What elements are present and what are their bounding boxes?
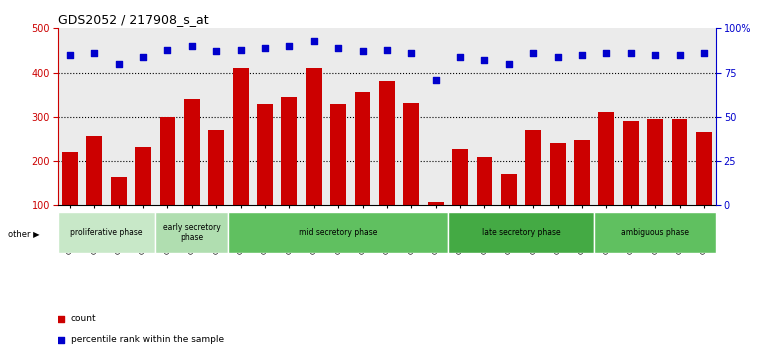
Point bbox=[601, 50, 613, 56]
Point bbox=[576, 52, 588, 58]
Point bbox=[673, 52, 685, 58]
Bar bbox=[282, 97, 297, 250]
Bar bbox=[257, 104, 273, 250]
Text: late secretory phase: late secretory phase bbox=[482, 228, 561, 237]
Point bbox=[332, 45, 344, 51]
Bar bbox=[233, 68, 249, 250]
Bar bbox=[184, 99, 199, 250]
Bar bbox=[501, 175, 517, 250]
Bar bbox=[648, 119, 663, 250]
Bar bbox=[550, 143, 565, 250]
Bar bbox=[62, 152, 78, 250]
Bar bbox=[330, 104, 346, 250]
Text: ambiguous phase: ambiguous phase bbox=[621, 228, 689, 237]
Bar bbox=[86, 136, 102, 250]
Bar bbox=[229, 212, 448, 253]
Bar bbox=[525, 130, 541, 250]
Point bbox=[454, 54, 466, 59]
Text: GDS2052 / 217908_s_at: GDS2052 / 217908_s_at bbox=[58, 13, 209, 26]
Bar bbox=[696, 132, 711, 250]
Point bbox=[283, 43, 296, 49]
Point bbox=[430, 77, 442, 82]
Point bbox=[234, 47, 246, 52]
Point bbox=[112, 61, 125, 67]
Point bbox=[307, 38, 320, 44]
Bar bbox=[428, 202, 444, 250]
Point bbox=[410, 37, 423, 42]
Bar bbox=[159, 117, 176, 250]
Bar bbox=[209, 130, 224, 250]
Point bbox=[186, 43, 198, 49]
Bar bbox=[156, 212, 229, 253]
Point bbox=[357, 48, 369, 54]
Point bbox=[380, 47, 393, 52]
Point bbox=[527, 50, 539, 56]
Bar bbox=[574, 140, 590, 250]
Bar bbox=[477, 156, 492, 250]
Bar bbox=[379, 81, 395, 250]
Text: count: count bbox=[71, 314, 96, 323]
Point bbox=[259, 45, 271, 51]
Point bbox=[698, 50, 710, 56]
Text: other ▶: other ▶ bbox=[8, 229, 39, 238]
Bar bbox=[355, 92, 370, 250]
Text: early secretory
phase: early secretory phase bbox=[163, 223, 221, 242]
Point bbox=[410, 230, 423, 235]
Point bbox=[405, 50, 417, 56]
Text: proliferative phase: proliferative phase bbox=[70, 228, 142, 237]
Bar bbox=[598, 113, 614, 250]
Bar bbox=[58, 212, 156, 253]
Bar bbox=[403, 103, 419, 250]
Point bbox=[64, 52, 76, 58]
Point bbox=[551, 54, 564, 59]
Point bbox=[624, 50, 637, 56]
Bar bbox=[306, 68, 322, 250]
Bar bbox=[594, 212, 716, 253]
Point bbox=[137, 54, 149, 59]
Bar bbox=[623, 121, 638, 250]
Bar bbox=[452, 149, 468, 250]
Bar bbox=[448, 212, 594, 253]
Point bbox=[649, 52, 661, 58]
Text: mid secretory phase: mid secretory phase bbox=[299, 228, 377, 237]
Text: percentile rank within the sample: percentile rank within the sample bbox=[71, 335, 224, 344]
Point bbox=[161, 47, 173, 52]
Bar bbox=[111, 177, 126, 250]
Bar bbox=[136, 147, 151, 250]
Point bbox=[210, 48, 223, 54]
Point bbox=[503, 61, 515, 67]
Bar bbox=[671, 119, 688, 250]
Point bbox=[478, 57, 490, 63]
Point bbox=[88, 50, 100, 56]
